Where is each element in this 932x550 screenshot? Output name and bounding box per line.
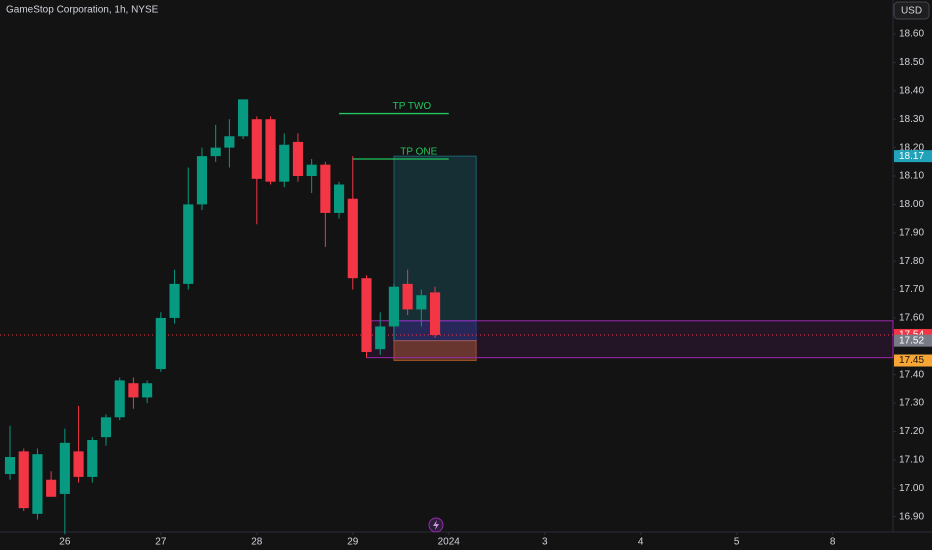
level-label: TP TWO xyxy=(393,101,432,112)
candle-body xyxy=(279,144,290,182)
y-tick-label: 17.00 xyxy=(899,483,924,494)
y-tick-label: 18.50 xyxy=(899,57,924,68)
candle-body xyxy=(388,286,399,327)
currency-button[interactable] xyxy=(893,1,930,20)
candle-body xyxy=(429,292,441,335)
y-tick-label: 17.10 xyxy=(899,455,924,466)
y-tick-label: 18.20 xyxy=(899,142,924,153)
candle-body xyxy=(238,99,249,137)
candle-body xyxy=(18,451,29,509)
candle-body xyxy=(224,136,235,148)
level-label: TP ONE xyxy=(400,147,437,158)
price-badge xyxy=(894,150,932,163)
candle-body xyxy=(142,383,153,398)
candle-body xyxy=(46,479,57,497)
x-tick-label: 29 xyxy=(347,537,359,548)
candle-body xyxy=(361,278,372,352)
candle-body xyxy=(210,147,221,157)
y-tick-label: 18.10 xyxy=(899,171,924,182)
y-tick-label: 18.30 xyxy=(899,114,924,125)
candle-body xyxy=(100,417,112,438)
y-tick-label: 18.60 xyxy=(899,29,924,40)
zone xyxy=(393,340,477,362)
x-tick-label: 3 xyxy=(542,537,548,548)
y-tick-label: 17.90 xyxy=(899,227,924,238)
candle-body xyxy=(183,204,194,284)
x-tick-label: 27 xyxy=(155,537,167,548)
x-tick-label: 8 xyxy=(830,537,836,548)
y-tick-label: 18.00 xyxy=(899,199,924,210)
candle-body xyxy=(73,451,84,477)
zone xyxy=(365,320,894,359)
candle-body xyxy=(402,283,413,310)
currency-label[interactable]: USD xyxy=(901,6,922,17)
candle-body xyxy=(155,317,166,370)
y-tick-label: 17.30 xyxy=(899,398,924,409)
candle-body xyxy=(87,440,98,477)
y-tick-label: 17.60 xyxy=(899,313,924,324)
candle-body xyxy=(292,141,304,176)
candle-body xyxy=(375,326,386,350)
price-badge xyxy=(894,334,932,347)
candle-body xyxy=(169,283,180,318)
event-icon-bolt xyxy=(433,520,439,530)
candle-body xyxy=(32,454,43,514)
y-tick-label: 18.40 xyxy=(899,85,924,96)
price-badge-label: 17.45 xyxy=(899,355,924,366)
candle-body xyxy=(128,383,139,398)
candle-body xyxy=(306,164,317,176)
candle-body xyxy=(347,198,358,279)
candle-body xyxy=(251,119,262,179)
x-tick-label: 26 xyxy=(59,537,71,548)
y-tick-label: 17.20 xyxy=(899,426,924,437)
chart-title: GameStop Corporation, 1h, NYSE xyxy=(6,5,159,16)
x-tick-label: 28 xyxy=(251,537,263,548)
y-tick-label: 16.90 xyxy=(899,511,924,522)
price-badge xyxy=(894,354,932,367)
candle-body xyxy=(416,295,427,310)
y-tick-label: 17.70 xyxy=(899,284,924,295)
x-tick-label: 4 xyxy=(638,537,644,548)
price-badge-label: 18.17 xyxy=(899,151,924,162)
candle-body xyxy=(59,442,70,494)
candle-body xyxy=(265,119,276,182)
candle-body xyxy=(320,164,331,213)
candle-body xyxy=(4,457,16,475)
x-tick-label: 2024 xyxy=(438,537,461,548)
y-tick-label: 17.40 xyxy=(899,369,924,380)
candle-body xyxy=(334,184,345,213)
y-tick-label: 17.80 xyxy=(899,256,924,267)
candle-body xyxy=(114,380,125,418)
price-badge-label: 17.52 xyxy=(899,335,924,346)
x-tick-label: 5 xyxy=(734,537,740,548)
candle-body xyxy=(196,156,208,205)
